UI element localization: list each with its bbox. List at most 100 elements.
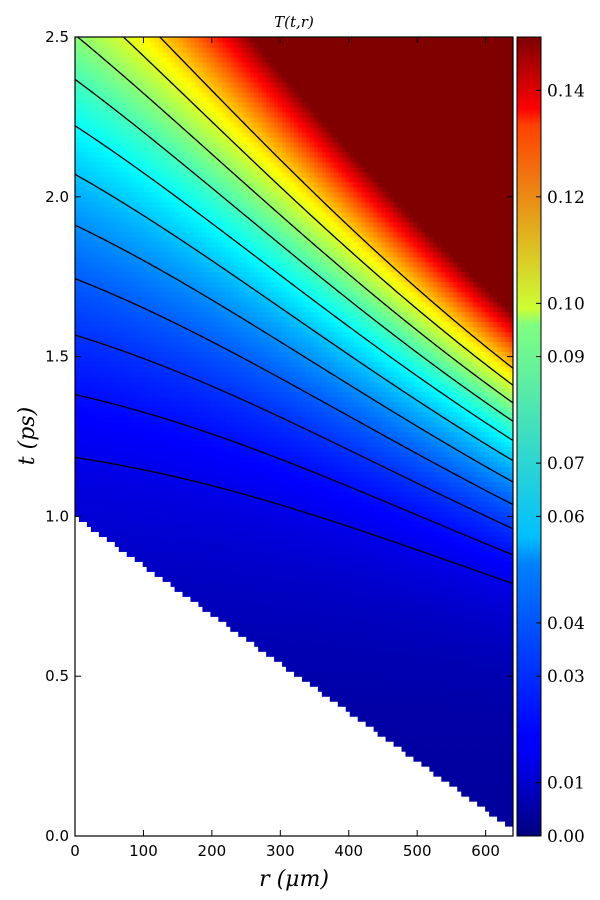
- heatmap-cell: [110, 141, 116, 148]
- heatmap-cell: [174, 471, 180, 478]
- heatmap-cell: [134, 201, 140, 208]
- heatmap-cell: [154, 376, 160, 383]
- heatmap-cell: [234, 76, 239, 83]
- heatmap-cell: [202, 361, 207, 368]
- heatmap-cell: [230, 341, 235, 348]
- heatmap-cell: [238, 581, 243, 587]
- heatmap-cell: [138, 316, 144, 323]
- heatmap-cell: [230, 191, 235, 198]
- heatmap-cell: [146, 436, 152, 443]
- heatmap-cell: [230, 196, 235, 203]
- heatmap-cell: [190, 381, 196, 388]
- heatmap-cell: [198, 156, 204, 163]
- heatmap-cell: [98, 406, 104, 413]
- heatmap-cell: [202, 541, 207, 547]
- heatmap-cell: [110, 321, 116, 328]
- heatmap-cell: [202, 91, 207, 98]
- heatmap-cell: [250, 471, 255, 478]
- heatmap-cell: [246, 371, 251, 378]
- heatmap-cell: [90, 171, 96, 178]
- heatmap-cell: [166, 411, 172, 418]
- heatmap-cell: [158, 191, 164, 198]
- heatmap-cell: [86, 41, 92, 48]
- heatmap-cell: [118, 106, 124, 113]
- heatmap-cell: [134, 286, 140, 293]
- heatmap-cell: [174, 231, 180, 238]
- heatmap-cell: [194, 66, 200, 73]
- heatmap-cell: [122, 241, 128, 248]
- heatmap-cell: [138, 291, 144, 298]
- heatmap-cell: [150, 336, 156, 343]
- heatmap-cell: [226, 391, 231, 398]
- heatmap-cell: [114, 491, 120, 498]
- heatmap-cell: [238, 446, 243, 453]
- heatmap-cell: [186, 146, 192, 153]
- heatmap-cell: [122, 91, 128, 98]
- heatmap-cell: [170, 86, 176, 93]
- heatmap-cell: [210, 86, 215, 93]
- heatmap-cell: [206, 426, 211, 433]
- heatmap-cell: [254, 206, 259, 213]
- heatmap-cell: [230, 91, 235, 98]
- heatmap-cell: [150, 296, 156, 303]
- heatmap-cell: [182, 71, 188, 78]
- heatmap-cell: [122, 546, 128, 552]
- heatmap-cell: [222, 501, 227, 508]
- heatmap-cell: [114, 386, 120, 393]
- heatmap-cell: [190, 531, 196, 537]
- heatmap-cell: [78, 431, 84, 438]
- heatmap-cell: [130, 296, 136, 303]
- heatmap-cell: [98, 486, 104, 493]
- heatmap-cell: [182, 201, 188, 208]
- heatmap-cell: [158, 111, 164, 118]
- heatmap-cell: [98, 306, 104, 313]
- heatmap-cell: [198, 321, 204, 328]
- heatmap-cell: [78, 161, 84, 168]
- heatmap-cell: [75, 501, 80, 508]
- heatmap-cell: [226, 416, 231, 423]
- heatmap-cell: [194, 486, 200, 493]
- heatmap-cell: [75, 161, 80, 168]
- heatmap-cell: [94, 101, 100, 108]
- heatmap-cell: [214, 346, 219, 353]
- heatmap-cell: [126, 361, 132, 368]
- heatmap-cell: [186, 541, 192, 547]
- heatmap-cell: [206, 396, 211, 403]
- heatmap-cell: [134, 501, 140, 508]
- heatmap-cell: [118, 341, 124, 348]
- heatmap-cell: [90, 441, 96, 448]
- heatmap-cell: [214, 546, 219, 552]
- heatmap-cell: [158, 391, 164, 398]
- heatmap-cell: [158, 51, 164, 58]
- heatmap-cell: [150, 371, 156, 378]
- heatmap-cell: [102, 496, 108, 503]
- heatmap-cell: [122, 456, 128, 463]
- heatmap-cell: [90, 246, 96, 253]
- heatmap-cell: [166, 161, 172, 168]
- heatmap-cell: [226, 486, 231, 493]
- heatmap-cell: [250, 326, 255, 333]
- heatmap-cell: [206, 371, 211, 378]
- heatmap-cell: [118, 401, 124, 408]
- heatmap-cell: [86, 146, 92, 153]
- heatmap-cell: [182, 366, 188, 373]
- heatmap-cell: [106, 146, 112, 153]
- heatmap-cell: [230, 396, 235, 403]
- heatmap-cell: [110, 456, 116, 463]
- heatmap-cell: [146, 186, 152, 193]
- heatmap-cell: [238, 81, 243, 88]
- heatmap-cell: [158, 166, 164, 173]
- heatmap-cell: [210, 446, 215, 453]
- heatmap-cell: [218, 561, 223, 567]
- heatmap-cell: [250, 491, 255, 498]
- heatmap-cell: [178, 296, 184, 303]
- heatmap-cell: [86, 436, 92, 443]
- heatmap-cell: [186, 486, 192, 493]
- heatmap-cell: [146, 466, 152, 473]
- heatmap-cell: [178, 466, 184, 473]
- heatmap-cell: [194, 261, 200, 268]
- heatmap-cell: [242, 476, 247, 483]
- heatmap-cell: [106, 51, 112, 58]
- heatmap-cell: [186, 86, 192, 93]
- heatmap-cell: [238, 186, 243, 193]
